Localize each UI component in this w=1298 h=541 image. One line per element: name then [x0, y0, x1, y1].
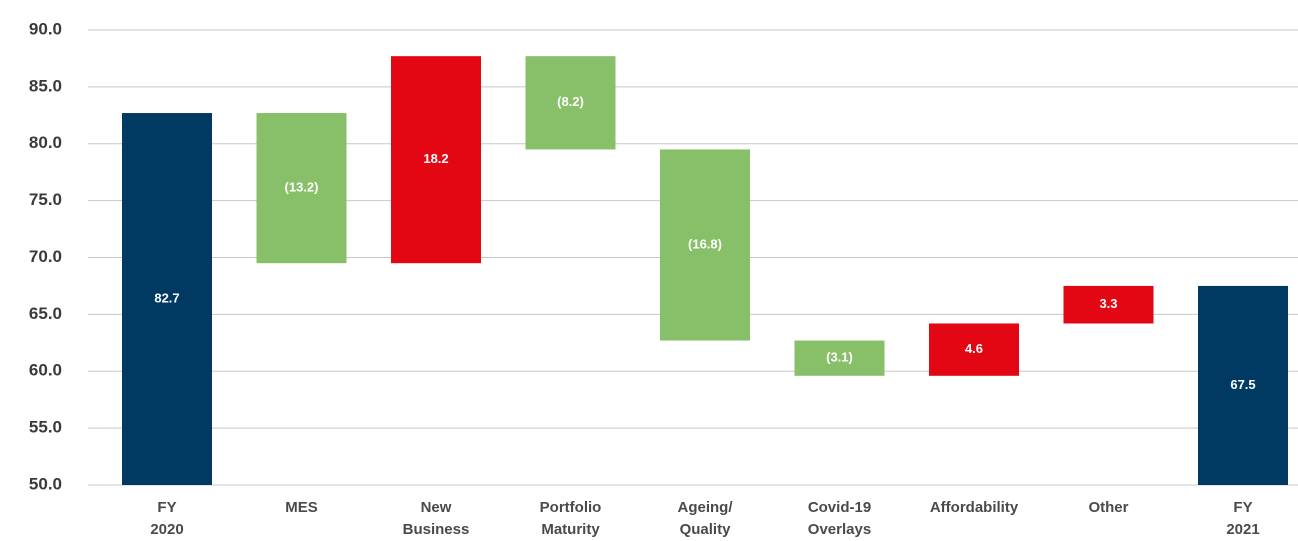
y-tick-label: 70.0 — [29, 247, 62, 266]
value-label: 82.7 — [154, 290, 179, 305]
x-tick-label: FY 2020 — [150, 499, 183, 538]
bar — [660, 149, 750, 341]
value-label: 3.3 — [1099, 296, 1117, 311]
x-tick-label: Covid-19 Overlays — [808, 499, 871, 538]
bar — [256, 113, 347, 264]
y-tick-label: 55.0 — [29, 418, 62, 437]
bar — [122, 113, 212, 485]
value-label: (8.2) — [557, 94, 584, 109]
bar — [929, 323, 1019, 376]
x-tick-label: FY 2021 — [1226, 499, 1259, 538]
x-tick-label: Other — [1088, 499, 1128, 516]
bar — [1198, 285, 1288, 485]
x-tick-label: New Business — [403, 499, 470, 538]
y-tick-label: 75.0 — [29, 190, 62, 209]
x-tick-label: MES — [285, 499, 318, 516]
bar — [1063, 285, 1154, 324]
x-tick-label: Portfolio Maturity — [540, 499, 602, 538]
value-label: (16.8) — [688, 236, 722, 251]
value-label: 67.5 — [1230, 377, 1255, 392]
value-label: 4.6 — [965, 341, 983, 356]
y-tick-label: 60.0 — [29, 361, 62, 380]
value-label: 18.2 — [423, 151, 448, 166]
y-tick-label: 65.0 — [29, 304, 62, 323]
x-tick-label: Ageing/Quality — [678, 499, 734, 538]
bar — [391, 56, 481, 264]
x-tick-label: Affordability — [930, 499, 1019, 516]
y-tick-label: 85.0 — [29, 76, 62, 95]
y-tick-label: 50.0 — [29, 474, 62, 493]
y-tick-label: 80.0 — [29, 133, 62, 152]
value-label: (13.2) — [285, 180, 319, 195]
bar — [525, 56, 616, 150]
value-label: (3.1) — [826, 350, 853, 365]
bar — [794, 340, 885, 376]
y-tick-label: 90.0 — [29, 19, 62, 38]
